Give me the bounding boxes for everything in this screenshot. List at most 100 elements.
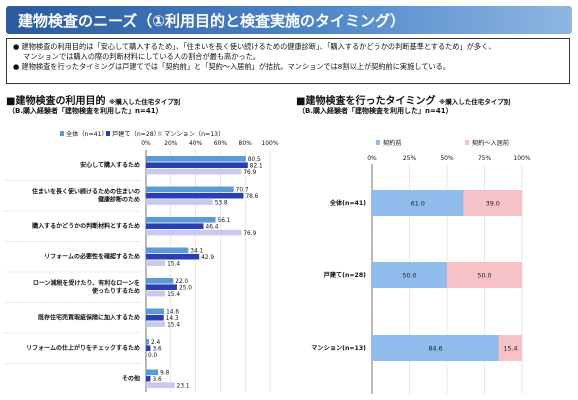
- x-tick-label: 75%: [478, 155, 492, 162]
- bar: [146, 375, 151, 382]
- bar: [146, 321, 166, 327]
- bar: [146, 247, 189, 254]
- bar-segment: [463, 190, 522, 216]
- category-label: その他: [122, 375, 140, 383]
- x-tick-label: 20%: [164, 140, 178, 147]
- legend-swatch: [60, 131, 64, 136]
- bar-value-label: 39.0: [486, 200, 500, 208]
- left-chart-heading: ■建物検査の利用目的 ※購入した住宅タイプ別: [6, 92, 180, 107]
- bar: [146, 223, 204, 229]
- category-label: 住まいを長く使い続けるための住まいの: [32, 188, 140, 196]
- bar: [146, 229, 242, 236]
- legend-label: 全体（n=41）: [66, 130, 108, 138]
- bar-value-label: 25.0: [179, 285, 192, 291]
- bar-value-label: 50.0: [477, 272, 491, 280]
- legend-label: 契約～入居前: [472, 139, 509, 147]
- bar: [146, 199, 213, 205]
- bar: [146, 156, 246, 162]
- x-tick-label: 60%: [214, 140, 228, 147]
- purpose-bar-chart: 全体（n=41） 戸建て（n=28） マンション（n=13） 0% 20% 40% 60% 8…: [4, 130, 279, 392]
- bar-value-label: 76.9: [243, 231, 256, 237]
- right-chart-heading: ■建物検査を行ったタイミング ※購入した住宅タイプ別: [296, 92, 510, 107]
- bar: [146, 369, 159, 376]
- bar: [146, 284, 177, 290]
- category-label: 健康診断のため: [98, 196, 140, 204]
- bar-value-label: 0.0: [148, 353, 158, 359]
- bar-value-label: 14.6: [166, 310, 179, 316]
- category-label: 全体(n=41): [329, 199, 366, 207]
- bar-value-label: 84.6: [428, 345, 442, 353]
- bar-value-label: 46.4: [206, 224, 219, 230]
- bar-value-label: 22.0: [175, 279, 188, 285]
- bar-segment: [372, 190, 464, 216]
- bar-value-label: 14.3: [166, 316, 179, 322]
- bar-value-label: 61.0: [411, 200, 425, 208]
- category-label: リフォームの仕上がりをチェックするため: [26, 344, 140, 352]
- bar-value-label: 50.0: [402, 272, 416, 280]
- bar: [146, 168, 242, 175]
- bar: [146, 253, 200, 260]
- left-chart-title: ■建物検査の利用目的: [6, 96, 106, 107]
- legend-label: 契約前: [383, 139, 402, 147]
- bar-value-label: 34.1: [190, 249, 203, 255]
- legend-label: マンション（n=13）: [164, 131, 224, 138]
- bar-segment: [372, 262, 447, 288]
- bar-segment: [447, 262, 522, 288]
- bar-segment: [498, 335, 522, 361]
- bar-value-label: 3.6: [152, 346, 162, 352]
- bar-value-label: 2.4: [151, 340, 161, 346]
- legend-swatch: [158, 131, 162, 136]
- x-tick-label: 0%: [141, 140, 151, 147]
- legend-label: 戸建て（n=28）: [112, 130, 160, 138]
- x-tick-label: 25%: [403, 155, 417, 162]
- x-tick-label: 50%: [440, 155, 454, 162]
- category-label: 購入するかどうかの判断材料とするため: [31, 222, 140, 230]
- bar: [146, 162, 248, 168]
- legend-swatch: [465, 140, 469, 145]
- x-tick-label: 0%: [367, 155, 377, 162]
- bar: [146, 260, 166, 266]
- bar-segment: [372, 335, 499, 361]
- bar-value-label: 23.1: [177, 383, 190, 389]
- bar-value-label: 53.8: [215, 200, 228, 206]
- header-bar: 建物検査のニーズ（①利用目的と検査実施のタイミング）: [6, 6, 572, 34]
- summary-line: ● 建物検査の利用目的は「安心して購入するため」、「住まいを長く使い続けるための…: [13, 42, 496, 51]
- x-tick-label: 40%: [189, 140, 203, 147]
- category-label: 使ったりするため: [91, 287, 140, 295]
- bar-value-label: 3.6: [152, 377, 162, 383]
- bar-value-label: 82.1: [250, 163, 263, 169]
- category-label: リフォームの必要性を確認するため: [44, 253, 140, 261]
- bar: [146, 186, 234, 193]
- summary-box: ● 建物検査の利用目的は「安心して購入するため」、「住まいを長く使い続けるための…: [6, 38, 570, 84]
- bar: [146, 217, 216, 223]
- x-tick-label: 80%: [239, 140, 253, 147]
- right-chart-note: ※購入した住宅タイプ別: [438, 98, 511, 106]
- bar-value-label: 76.9: [243, 170, 256, 176]
- bar: [146, 278, 174, 284]
- legend-swatch: [376, 140, 380, 145]
- x-tick-label: 100%: [513, 155, 530, 162]
- category-label: 安心して購入するため: [80, 161, 140, 169]
- left-chart-subheading: （B.購入経験者「建物検査を利用した」n=41）: [8, 107, 163, 115]
- legend-swatch: [106, 131, 110, 136]
- bar-value-label: 15.4: [167, 322, 180, 328]
- bar: [146, 345, 151, 351]
- summary-line: マンションでは購入の際の判断材料にしている人の割合が最も高かった。: [23, 52, 260, 61]
- timing-stacked-chart: 契約前 契約～入居前 0% 25% 50% 75% 100% 全体(n=41) 61.0 39.0…: [311, 139, 531, 394]
- bar-value-label: 9.8: [160, 371, 170, 377]
- bar-value-label: 15.4: [167, 292, 180, 298]
- right-chart-title: ■建物検査を行ったタイミング: [296, 96, 436, 107]
- summary-line: ● 建物検査を行ったタイミングは戸建てでは「契約前」と「契約～入居前」が拮抗。マ…: [13, 62, 450, 71]
- x-tick-label: 100%: [261, 140, 278, 147]
- bar: [146, 339, 149, 345]
- category-label: マンション(n=13): [311, 345, 366, 352]
- bar: [146, 382, 175, 388]
- right-chart-subheading: （B.購入経験者「建物検査を利用した」n=41）: [298, 107, 453, 115]
- bar: [146, 308, 165, 315]
- bar-value-label: 56.1: [218, 218, 231, 224]
- bar-value-label: 15.4: [503, 345, 517, 353]
- bar-value-label: 80.5: [248, 157, 261, 163]
- bar: [146, 314, 164, 321]
- bar-value-label: 70.7: [236, 188, 249, 194]
- bar-value-label: 42.9: [201, 255, 214, 261]
